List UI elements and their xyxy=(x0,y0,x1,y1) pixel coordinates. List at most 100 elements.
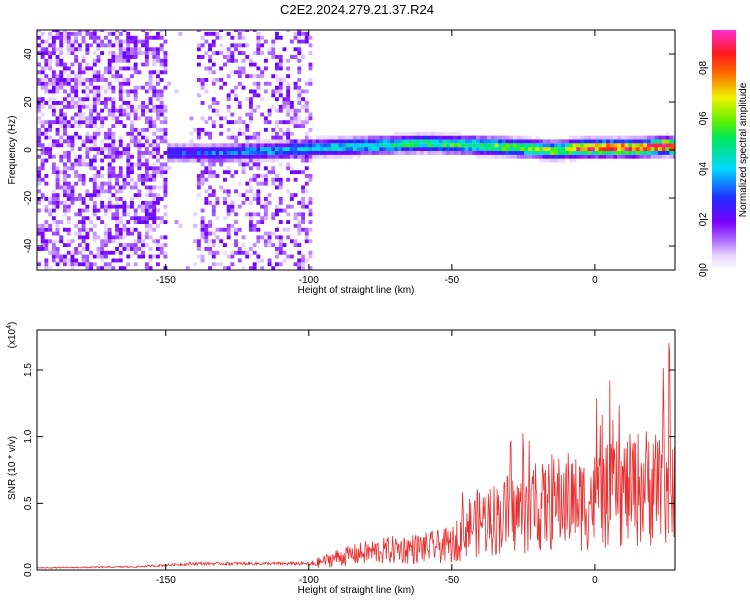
heatmap-cell xyxy=(111,158,116,163)
heatmap-cell xyxy=(527,143,532,148)
heatmap-cell xyxy=(89,227,93,232)
heatmap-cell xyxy=(66,243,71,247)
heatmap-cell xyxy=(461,147,465,151)
heatmap-cell xyxy=(63,127,67,132)
heatmap-cell xyxy=(286,227,291,232)
heatmap-cell xyxy=(237,120,242,125)
heatmap-cell xyxy=(293,112,298,117)
heatmap-cell xyxy=(226,223,231,228)
heatmap-cell xyxy=(301,151,305,155)
heatmap-cell xyxy=(494,139,499,144)
heatmap-cell xyxy=(609,154,614,159)
heatmap-cell xyxy=(260,151,265,155)
heatmap-cell xyxy=(130,66,134,71)
heatmap-cell xyxy=(115,197,119,201)
heatmap-cell xyxy=(63,185,67,190)
heatmap-cell xyxy=(156,197,160,201)
heatmap-cell xyxy=(115,189,119,194)
heatmap-cell xyxy=(289,204,294,209)
heatmap-cell xyxy=(196,143,201,148)
heatmap-cell xyxy=(111,185,116,190)
heatmap-cell xyxy=(141,51,145,55)
heatmap-cell xyxy=(107,166,112,171)
heatmap-cell xyxy=(501,135,506,140)
heatmap-cell xyxy=(141,43,145,48)
heatmap-cell xyxy=(449,131,454,136)
heatmap-cell xyxy=(301,143,305,148)
heatmap-cell xyxy=(77,104,82,109)
heatmap-cell xyxy=(531,154,536,159)
heatmap-cell xyxy=(226,127,231,132)
heatmap-cell xyxy=(118,104,123,109)
heatmap-cell xyxy=(100,43,105,48)
heatmap-cell xyxy=(293,223,298,228)
heatmap-cell xyxy=(394,135,398,140)
heatmap-cell xyxy=(200,116,205,121)
heatmap-cell xyxy=(55,116,60,121)
heatmap-cell xyxy=(524,147,529,151)
heatmap-cell xyxy=(163,177,168,182)
heatmap-cell xyxy=(163,51,168,55)
heatmap-cell xyxy=(208,147,212,151)
heatmap-cell xyxy=(159,62,164,67)
heatmap-cell xyxy=(156,35,160,40)
heatmap-cell xyxy=(252,243,257,247)
heatmap-cell xyxy=(405,151,410,155)
heatmap-cell xyxy=(111,239,116,244)
heatmap-cell xyxy=(118,58,123,63)
heatmap-cell xyxy=(159,170,164,175)
heatmap-cell xyxy=(92,51,97,55)
heatmap-cell xyxy=(44,158,49,163)
heatmap-cell xyxy=(315,154,320,159)
heatmap-cell xyxy=(223,62,227,67)
heatmap-cell xyxy=(304,181,309,186)
heatmap-cell xyxy=(275,247,279,251)
heatmap-cell xyxy=(565,147,569,151)
heatmap-cell xyxy=(568,139,573,144)
heatmap-cell xyxy=(208,185,212,190)
heatmap-cell xyxy=(170,154,175,159)
heatmap-cell xyxy=(193,262,198,267)
heatmap-cell xyxy=(591,139,596,144)
heatmap-cell xyxy=(40,85,45,90)
heatmap-cell xyxy=(594,147,599,151)
heatmap-cell xyxy=(148,74,153,79)
heatmap-cell xyxy=(368,135,372,140)
heatmap-cell xyxy=(77,231,82,236)
heatmap-cell xyxy=(77,158,82,163)
heatmap-cell xyxy=(137,158,142,163)
heatmap-cell xyxy=(141,101,145,105)
heatmap-cell xyxy=(249,120,253,125)
heatmap-cell xyxy=(260,74,265,79)
heatmap-cell xyxy=(148,174,153,178)
heatmap-cell xyxy=(133,93,138,98)
heatmap-cell xyxy=(92,30,97,32)
heatmap-cell xyxy=(144,166,149,171)
heatmap-cell xyxy=(256,212,261,217)
heatmap-cell xyxy=(204,200,209,205)
heatmap-cell xyxy=(226,166,231,171)
heatmap-cell xyxy=(557,158,562,163)
heatmap-cell xyxy=(66,197,71,201)
heatmap-cell xyxy=(401,151,406,155)
heatmap-cell xyxy=(63,30,67,32)
heatmap-cell xyxy=(226,154,231,159)
heatmap-cell xyxy=(85,47,90,52)
heatmap-cell xyxy=(85,243,90,247)
heatmap-cell xyxy=(111,108,116,113)
heatmap-cell xyxy=(48,223,53,228)
heatmap-cell xyxy=(345,151,350,155)
heatmap-cell xyxy=(200,101,205,105)
heatmap-cell xyxy=(263,143,268,148)
heatmap-cell xyxy=(219,262,224,267)
heatmap-cell xyxy=(219,116,224,121)
heatmap-cell xyxy=(163,116,168,121)
heatmap-cell xyxy=(594,139,599,144)
heatmap-cell xyxy=(639,143,644,148)
heatmap-cell xyxy=(144,162,149,167)
heatmap-cell xyxy=(63,151,67,155)
heatmap-cell xyxy=(572,135,577,140)
heatmap-cell xyxy=(204,51,209,55)
heatmap-cell xyxy=(196,127,201,132)
heatmap-cell xyxy=(81,143,86,148)
